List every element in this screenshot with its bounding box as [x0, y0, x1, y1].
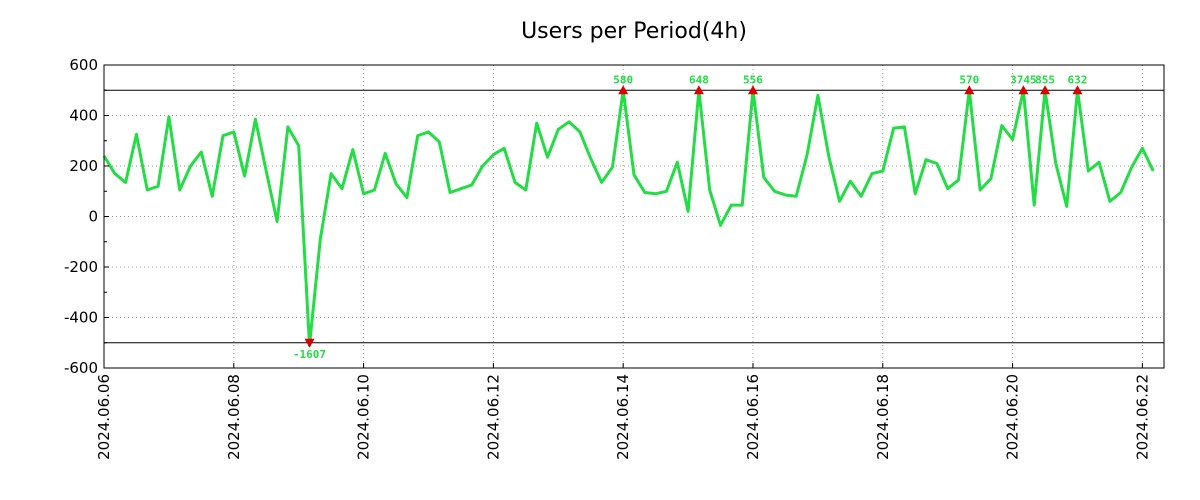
x-tick-label: 2024.06.18 — [874, 374, 892, 460]
x-tick-label: 2024.06.12 — [484, 374, 502, 460]
grid — [103, 65, 1164, 368]
clip-value-label: 855 — [1035, 73, 1055, 86]
x-tick-label: 2024.06.08 — [225, 374, 243, 460]
clip-value-label: 580 — [613, 73, 633, 86]
clip-value-label: 648 — [689, 73, 709, 86]
clip-value-label: 570 — [959, 73, 979, 86]
x-tick-label: 2024.06.20 — [1004, 374, 1022, 460]
clip-value-label: 556 — [743, 73, 763, 86]
y-axis: 600 400 200 0 -200 -400 -600 — [64, 56, 109, 377]
clip-value-label: 3745 — [1010, 73, 1037, 86]
x-axis: 2024.06.06 2024.06.08 2024.06.10 2024.06.12… — [95, 363, 1151, 460]
clip-marker-up — [1072, 85, 1083, 95]
clip-marker-down — [304, 338, 315, 348]
clip-marker-up — [964, 85, 975, 95]
clip-value-label: -1607 — [293, 348, 326, 361]
x-tick-label: 2024.06.10 — [355, 374, 373, 460]
y-tick-label: -600 — [64, 359, 98, 377]
clip-marker-up — [693, 85, 704, 95]
clip-marker-up — [618, 85, 629, 95]
y-tick-label: 0 — [88, 208, 98, 226]
x-tick-label: 2024.06.06 — [95, 374, 113, 460]
y-tick-label: 600 — [69, 56, 98, 74]
chart-title: Users per Period(4h) — [521, 19, 747, 44]
y-tick-label: 400 — [69, 107, 98, 125]
series-line — [102, 88, 1155, 347]
x-tick-label: 2024.06.16 — [744, 374, 762, 460]
y-tick-label: -200 — [64, 258, 98, 276]
x-tick-label: 2024.06.14 — [614, 374, 632, 460]
clip-marker-up — [747, 85, 758, 95]
x-tick-label: 2024.06.22 — [1133, 374, 1151, 460]
series — [102, 88, 1155, 347]
y-tick-label: -400 — [64, 309, 98, 327]
y-tick-label: 200 — [69, 157, 98, 175]
threshold-lines — [104, 89, 1164, 344]
clip-value-label: 632 — [1068, 73, 1088, 86]
clip-marker-up — [1040, 85, 1051, 95]
clip-marker-up — [1018, 85, 1029, 95]
